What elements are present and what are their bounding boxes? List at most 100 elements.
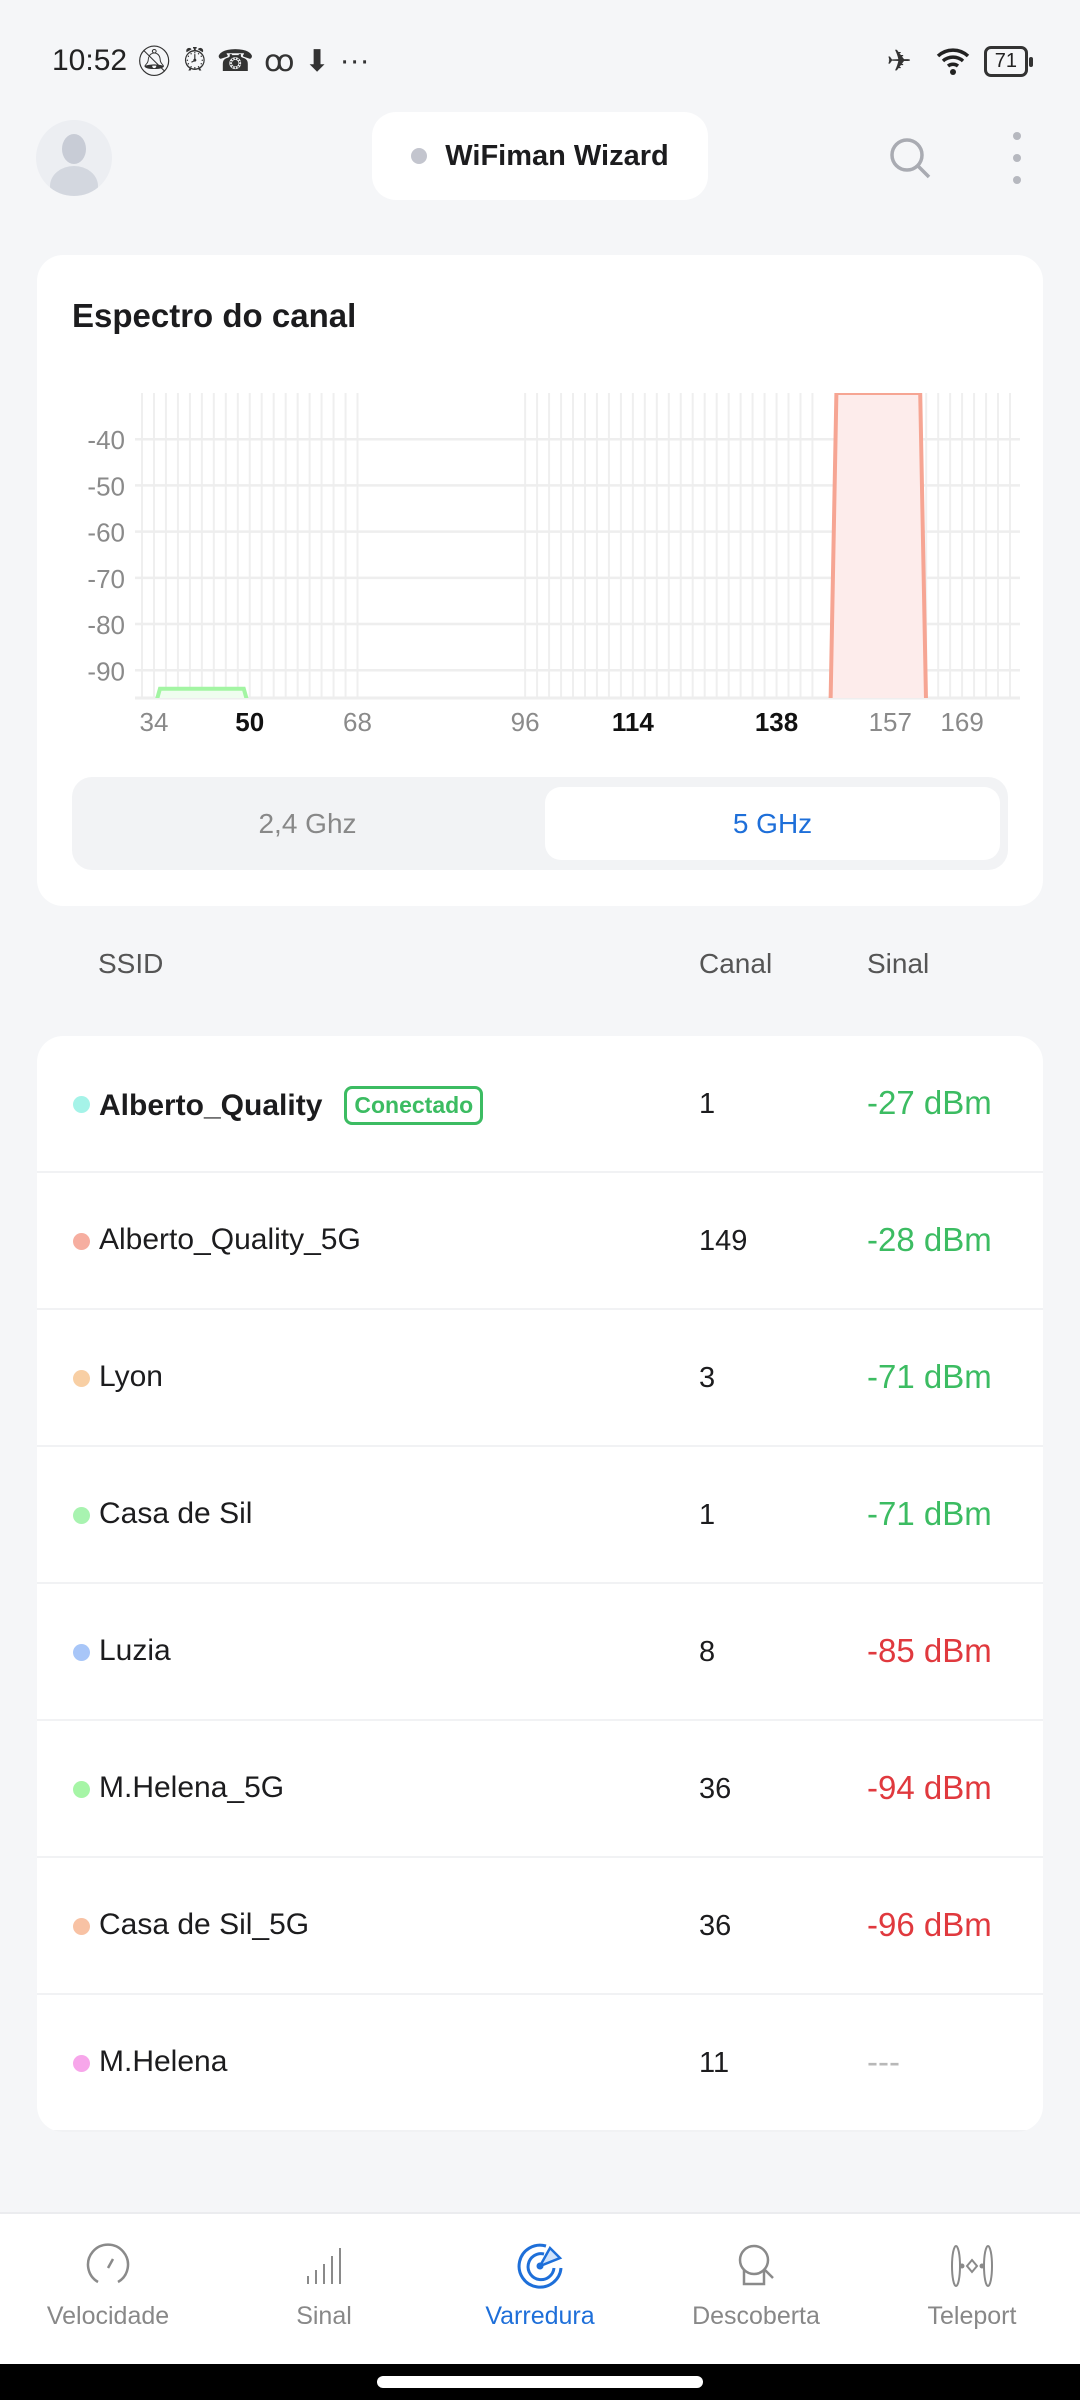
network-color-dot: [73, 1370, 90, 1387]
battery-icon: 71: [983, 45, 1034, 77]
y-tick-label: -40: [87, 425, 125, 455]
tab-descoberta[interactable]: Descoberta: [648, 2214, 864, 2366]
x-tick-label: 34: [140, 707, 169, 737]
network-signal: -85 dBm: [867, 1632, 992, 1669]
airplane-icon: ✈: [886, 44, 912, 78]
network-signal: -71 dBm: [867, 1495, 992, 1532]
tab-label: Velocidade: [46, 2302, 170, 2330]
alarm-icon: ⏰︎: [183, 44, 207, 77]
network-row[interactable]: M.Helena 11 ---: [37, 1995, 1043, 2132]
network-list: Alberto_Quality Conectado 1 -27 dBm Alber…: [37, 1036, 1043, 2132]
radar-icon: [517, 2243, 563, 2289]
tab-varredura[interactable]: Varredura: [432, 2214, 648, 2366]
x-tick-label: 169: [940, 707, 983, 737]
x-tick-label: 50: [235, 707, 264, 737]
x-tick-label: 157: [869, 707, 912, 737]
network-ssid: M.Helena: [99, 2045, 228, 2078]
network-trace: [828, 393, 928, 698]
network-channel: 8: [699, 1636, 716, 1668]
avatar[interactable]: [36, 120, 112, 196]
network-ssid: Casa de Sil_5G: [99, 1908, 310, 1941]
y-tick-label: -90: [87, 656, 125, 686]
network-signal: -94 dBm: [867, 1769, 992, 1806]
tab-teleport[interactable]: Teleport: [864, 2214, 1080, 2366]
network-channel: 11: [699, 2047, 730, 2079]
more-icon: ···: [339, 44, 370, 77]
network-trace: [155, 686, 249, 698]
signal-bars-icon: [307, 2248, 341, 2284]
tab-2-4ghz[interactable]: 2,4 Ghz: [258, 807, 357, 839]
wifi-icon: [936, 48, 969, 75]
network-channel: 149: [699, 1225, 748, 1257]
network-signal: -71 dBm: [867, 1358, 992, 1395]
system-nav-bar: [0, 2364, 1080, 2400]
spectrum-card: Espectro do canal -40 -50 -60 -70 -80 -90 34 50…: [37, 255, 1043, 906]
y-tick-label: -70: [87, 564, 125, 594]
network-signal: -96 dBm: [867, 1906, 992, 1943]
network-signal: -27 dBm: [867, 1084, 992, 1121]
network-color-dot: [73, 1507, 90, 1524]
download-icon: ⬇: [304, 44, 330, 78]
y-tick-label: -50: [87, 471, 125, 501]
network-ssid: Casa de Sil: [99, 1497, 253, 1530]
status-bar: 10:52 🔕︎ ⏰︎ ☎︎ ꝏ ⬇ ··· ✈ 71: [52, 36, 1034, 86]
tab-label: Varredura: [485, 2302, 595, 2330]
column-channel: Canal: [699, 948, 773, 979]
speedometer-icon: [86, 2243, 130, 2284]
network-row[interactable]: Lyon 3 -71 dBm: [37, 1310, 1043, 1447]
tab-label: Sinal: [296, 2302, 352, 2330]
network-channel: 1: [699, 1499, 716, 1531]
tab-sinal[interactable]: Sinal: [216, 2214, 432, 2366]
network-channel: 1: [699, 1088, 716, 1120]
voicemail-icon: ꝏ: [263, 44, 295, 78]
home-indicator[interactable]: [377, 2376, 703, 2388]
network-row[interactable]: M.Helena_5G 36 -94 dBm: [37, 1721, 1043, 1858]
x-tick-label: 96: [511, 707, 540, 737]
x-tick-label: 114: [612, 707, 654, 737]
network-channel: 3: [699, 1362, 716, 1394]
network-ssid: M.Helena_5G: [99, 1771, 285, 1804]
tab-velocidade[interactable]: Velocidade: [0, 2214, 216, 2366]
column-signal: Sinal: [867, 948, 930, 979]
network-color-dot: [73, 1781, 90, 1798]
clock: 10:52: [52, 44, 128, 77]
spectrum-title: Espectro do canal: [72, 297, 357, 334]
x-tick-label: 138: [755, 707, 798, 737]
bottom-nav: Velocidade Sinal Varredura Descoberta Telepo…: [0, 2212, 1080, 2364]
network-ssid: Alberto_Quality_5G: [99, 1223, 361, 1256]
network-row[interactable]: Luzia 8 -85 dBm: [37, 1584, 1043, 1721]
network-ssid: Lyon: [99, 1360, 163, 1393]
network-color-dot: [73, 1096, 90, 1113]
network-color-dot: [73, 2055, 90, 2072]
network-ssid: Alberto_Quality: [99, 1088, 323, 1122]
connected-badge: Conectado: [344, 1086, 484, 1125]
band-selector[interactable]: 2,4 Ghz 5 GHz: [72, 777, 1008, 870]
channel-spectrum-chart: -40 -50 -60 -70 -80 -90 34 50 68 96 114 138 157 169: [87, 393, 1020, 737]
missed-call-icon: ☎︎: [216, 44, 254, 78]
search-icon[interactable]: [886, 134, 934, 182]
wizard-button[interactable]: WiFiman Wizard: [372, 112, 708, 200]
network-channel: 36: [699, 1910, 732, 1942]
network-row[interactable]: Casa de Sil_5G 36 -96 dBm: [37, 1858, 1043, 1995]
tab-label: Teleport: [927, 2302, 1017, 2330]
network-channel: 36: [699, 1773, 732, 1805]
y-tick-label: -80: [87, 610, 125, 640]
device-search-icon: [738, 2244, 774, 2286]
network-row[interactable]: Casa de Sil 1 -71 dBm: [37, 1447, 1043, 1584]
column-ssid: SSID: [98, 948, 164, 979]
more-menu-icon[interactable]: [1006, 132, 1028, 184]
app-title: WiFiman Wizard: [445, 139, 669, 172]
teleport-icon: [951, 2245, 993, 2287]
y-tick-label: -60: [87, 518, 125, 548]
tab-label: Descoberta: [692, 2302, 820, 2330]
network-signal: -28 dBm: [867, 1221, 992, 1258]
status-dot: [411, 148, 428, 164]
network-color-dot: [73, 1233, 90, 1250]
tab-5ghz[interactable]: 5 GHz: [545, 787, 1000, 860]
network-color-dot: [73, 1644, 90, 1661]
network-ssid: Luzia: [99, 1634, 171, 1667]
x-tick-label: 68: [343, 707, 372, 737]
network-row[interactable]: Alberto_Quality Conectado 1 -27 dBm: [37, 1036, 1043, 1173]
network-row[interactable]: Alberto_Quality_5G 149 -28 dBm: [37, 1173, 1043, 1310]
network-color-dot: [73, 1918, 90, 1935]
